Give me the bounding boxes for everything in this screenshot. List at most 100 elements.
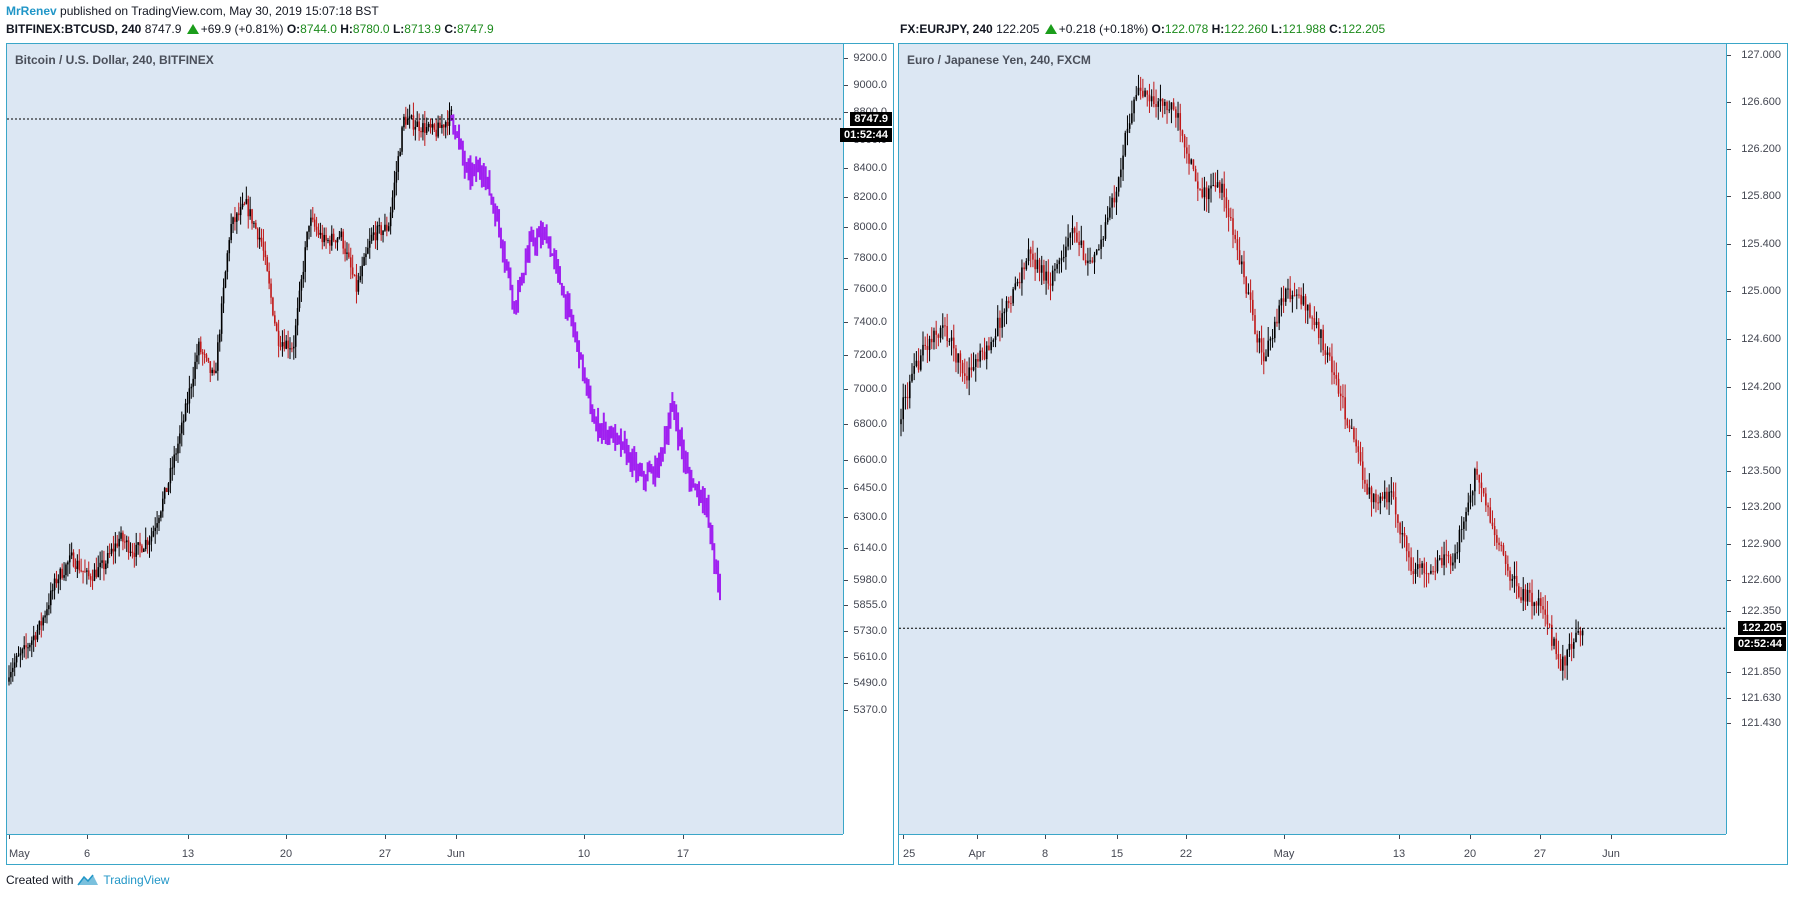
candle-body: [509, 272, 512, 288]
price-tick-label: 121.630: [1741, 692, 1781, 705]
candle-body: [1302, 296, 1305, 305]
candle-body: [251, 209, 253, 224]
candle-body: [1364, 479, 1366, 484]
candle-body: [255, 222, 257, 229]
price-tick-mark: [1727, 101, 1731, 103]
time-tick-label: 8: [1041, 848, 1049, 860]
candle-body: [412, 115, 415, 130]
price-tick-label: 125.000: [1741, 285, 1781, 298]
price-tick-label: 5980.0: [853, 573, 887, 586]
left-low: 8713.9: [404, 22, 441, 36]
candle-body: [1093, 254, 1096, 263]
candle-body: [471, 169, 474, 178]
candle-body: [1388, 491, 1390, 503]
candle-body: [429, 123, 432, 128]
candle-body: [1258, 338, 1261, 343]
candle-body: [1120, 169, 1122, 178]
candle-body: [218, 333, 221, 343]
candle-body: [184, 403, 187, 421]
candle-body: [1084, 260, 1087, 264]
candle-body: [614, 433, 617, 443]
btc-price-axis[interactable]: 9200.09000.08800.08600.08400.08200.08000…: [839, 44, 893, 834]
candle-body: [103, 560, 105, 570]
candle-body: [226, 253, 229, 272]
candle-body: [349, 257, 352, 268]
candle-body: [304, 247, 306, 272]
candle-body: [904, 396, 907, 398]
candle-body: [308, 225, 310, 232]
candle-body: [719, 579, 721, 594]
candle-body: [323, 234, 325, 243]
candle-body: [1293, 295, 1296, 297]
eurjpy-price-axis[interactable]: 127.000 126.600 126.200 125.800 125.400 125.0…: [1726, 44, 1787, 834]
right-symbol[interactable]: FX:EURJPY, 240: [900, 22, 993, 36]
author-link[interactable]: MrRenev: [6, 4, 57, 18]
candle-body: [336, 238, 339, 243]
btc-plot-area[interactable]: Bitcoin / U.S. Dollar, 240, BITFINEX: [7, 44, 843, 834]
candle-body: [1577, 631, 1580, 633]
candle-body: [1375, 493, 1377, 503]
price-tick-label: 126.600: [1741, 95, 1781, 108]
candle-body: [296, 308, 299, 326]
candle-body: [1223, 183, 1226, 198]
eurjpy-chart-panel[interactable]: Euro / Japanese Yen, 240, FXCM 127.000 12…: [898, 43, 1788, 865]
candle-body: [439, 122, 441, 128]
candle-body: [705, 500, 708, 508]
time-tick-label: 25: [903, 848, 916, 860]
price-tick-mark: [844, 168, 848, 170]
candle-body: [1344, 397, 1346, 420]
candle-body: [199, 341, 202, 353]
candle-body: [359, 276, 362, 281]
candle-body: [1566, 649, 1569, 666]
right-o-label: O:: [1151, 22, 1165, 36]
candle-body: [1080, 240, 1083, 246]
price-tick-label: 121.430: [1741, 717, 1781, 729]
candle-body: [146, 539, 149, 545]
candle-body: [51, 590, 54, 592]
candle-body: [1390, 491, 1393, 493]
candle-body: [1117, 177, 1120, 192]
tradingview-link[interactable]: TradingView: [103, 873, 170, 887]
candle-body: [477, 167, 479, 173]
price-tick-mark: [844, 354, 848, 356]
candle-body: [332, 233, 335, 241]
candle-body: [414, 126, 417, 130]
eurjpy-plot-area[interactable]: Euro / Japanese Yen, 240, FXCM: [899, 44, 1726, 834]
candle-body: [538, 233, 540, 238]
candle-body: [595, 419, 597, 424]
candle-body: [1526, 589, 1529, 602]
candle-body: [72, 552, 75, 567]
candle-body: [1379, 496, 1382, 504]
candle-body: [1183, 135, 1186, 148]
candle-body: [10, 671, 12, 678]
btc-time-axis[interactable]: May 6 13 20 27 Jun 10 17: [7, 834, 843, 864]
candle-body: [435, 129, 438, 137]
eurjpy-time-axis[interactable]: 25 Apr 8 15 22 May 13 20 27 Jun: [899, 834, 1726, 864]
candle-body: [1443, 554, 1445, 566]
candle-body: [1045, 271, 1047, 281]
candle-body: [382, 230, 384, 236]
candle-body: [1225, 197, 1228, 209]
candle-body: [19, 653, 22, 656]
candle-body: [361, 265, 363, 277]
candle-body: [1482, 488, 1485, 494]
candle-body: [961, 362, 964, 374]
left-h-label: H:: [340, 22, 353, 36]
candle-body: [1082, 240, 1085, 261]
candle-body: [1434, 571, 1437, 573]
left-symbol[interactable]: BITFINEX:BTCUSD, 240: [6, 22, 142, 36]
btc-chart-panel[interactable]: Bitcoin / U.S. Dollar, 240, BITFINEX 920…: [6, 43, 894, 865]
candle-body: [1487, 505, 1489, 508]
candle-body: [215, 370, 217, 374]
candle-body: [983, 351, 986, 360]
candle-body: [1403, 533, 1406, 537]
candle-body: [922, 344, 924, 356]
time-tick-label: 20: [1463, 848, 1477, 860]
candle-body: [1463, 521, 1465, 529]
candle-body: [53, 578, 56, 591]
candle-body: [1562, 656, 1564, 671]
candle-body: [1300, 294, 1302, 305]
candle-body: [717, 566, 719, 580]
candle-body: [970, 367, 973, 371]
candle-body: [1179, 113, 1182, 131]
